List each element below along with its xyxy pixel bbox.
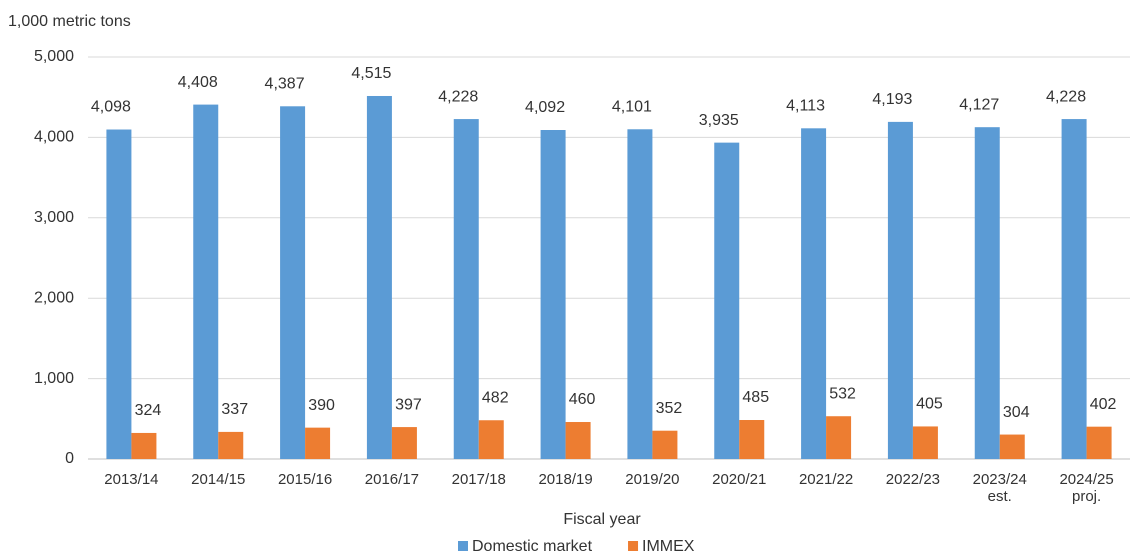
bar xyxy=(627,129,653,459)
x-tick-label: 2014/15 xyxy=(191,471,246,488)
data-label: 4,113 xyxy=(786,98,825,115)
bar xyxy=(218,431,244,459)
data-label: 4,228 xyxy=(438,88,478,105)
bar xyxy=(453,119,479,460)
bar xyxy=(912,426,938,459)
bar xyxy=(801,128,827,459)
data-label: 4,092 xyxy=(525,99,565,116)
x-tick-label: 2013/14 xyxy=(104,471,159,488)
data-label: 4,228 xyxy=(1046,88,1086,105)
data-label: 4,127 xyxy=(959,96,999,113)
data-label: 405 xyxy=(916,396,943,413)
data-label: 324 xyxy=(135,402,162,419)
x-tick-label: 2019/20 xyxy=(625,471,680,488)
y-tick-label: 0 xyxy=(65,450,74,467)
bar xyxy=(305,427,331,459)
data-label: 4,387 xyxy=(265,76,305,93)
y-tick-label: 1,000 xyxy=(34,370,74,387)
x-tick-label: 2022/23 xyxy=(885,471,941,488)
data-label: 4,101 xyxy=(612,98,652,115)
data-label: 485 xyxy=(742,389,769,406)
data-label: 337 xyxy=(221,401,248,418)
bar xyxy=(106,129,132,459)
data-label: 4,098 xyxy=(91,99,131,116)
data-label: 397 xyxy=(395,396,422,413)
data-label: 4,408 xyxy=(178,74,218,91)
legend-label: IMMEX xyxy=(642,538,695,555)
bar xyxy=(391,427,417,459)
bar xyxy=(739,420,765,459)
x-tick-label: 2024/25 proj. xyxy=(1059,471,1114,505)
bar xyxy=(540,130,566,459)
data-label: 532 xyxy=(829,385,856,402)
y-tick-label: 2,000 xyxy=(34,289,74,306)
legend-label: Domestic market xyxy=(472,538,593,555)
x-tick-label: 2021/22 xyxy=(798,471,854,488)
data-label: 482 xyxy=(482,389,509,406)
bar xyxy=(999,434,1025,459)
data-label: 352 xyxy=(656,400,683,417)
data-label: 3,935 xyxy=(699,112,739,129)
x-axis-label: Fiscal year xyxy=(563,511,641,528)
data-label: 304 xyxy=(1003,404,1030,421)
x-tick-label: 2016/17 xyxy=(364,471,420,488)
bar xyxy=(1086,426,1112,459)
data-label: 4,515 xyxy=(351,65,391,82)
y-tick-label: 5,000 xyxy=(34,48,74,65)
y-axis-label: 1,000 metric tons xyxy=(8,13,131,30)
y-tick-label: 4,000 xyxy=(34,129,74,146)
x-tick-label: 2020/21 xyxy=(712,471,767,488)
data-label: 460 xyxy=(569,391,596,408)
bar xyxy=(193,104,219,459)
bar xyxy=(131,432,157,459)
x-tick-label: 2023/24 est. xyxy=(972,471,1027,505)
y-tick-label: 3,000 xyxy=(34,209,74,226)
x-tick-label: 2017/18 xyxy=(451,471,506,488)
bar xyxy=(652,430,678,459)
data-label: 4,193 xyxy=(872,91,912,108)
bar xyxy=(974,127,1000,459)
bar xyxy=(280,106,306,459)
bar xyxy=(826,416,852,459)
bar xyxy=(478,420,504,459)
data-label: 390 xyxy=(308,397,335,414)
x-tick-label: 2015/16 xyxy=(277,471,333,488)
bar xyxy=(565,422,591,459)
data-label: 402 xyxy=(1090,396,1117,413)
x-tick-label: 2018/19 xyxy=(538,471,593,488)
bar xyxy=(714,142,740,459)
bar xyxy=(1061,119,1087,460)
bar xyxy=(366,95,392,459)
bar xyxy=(887,121,913,459)
legend-swatch xyxy=(458,541,468,551)
legend-swatch xyxy=(628,541,639,551)
